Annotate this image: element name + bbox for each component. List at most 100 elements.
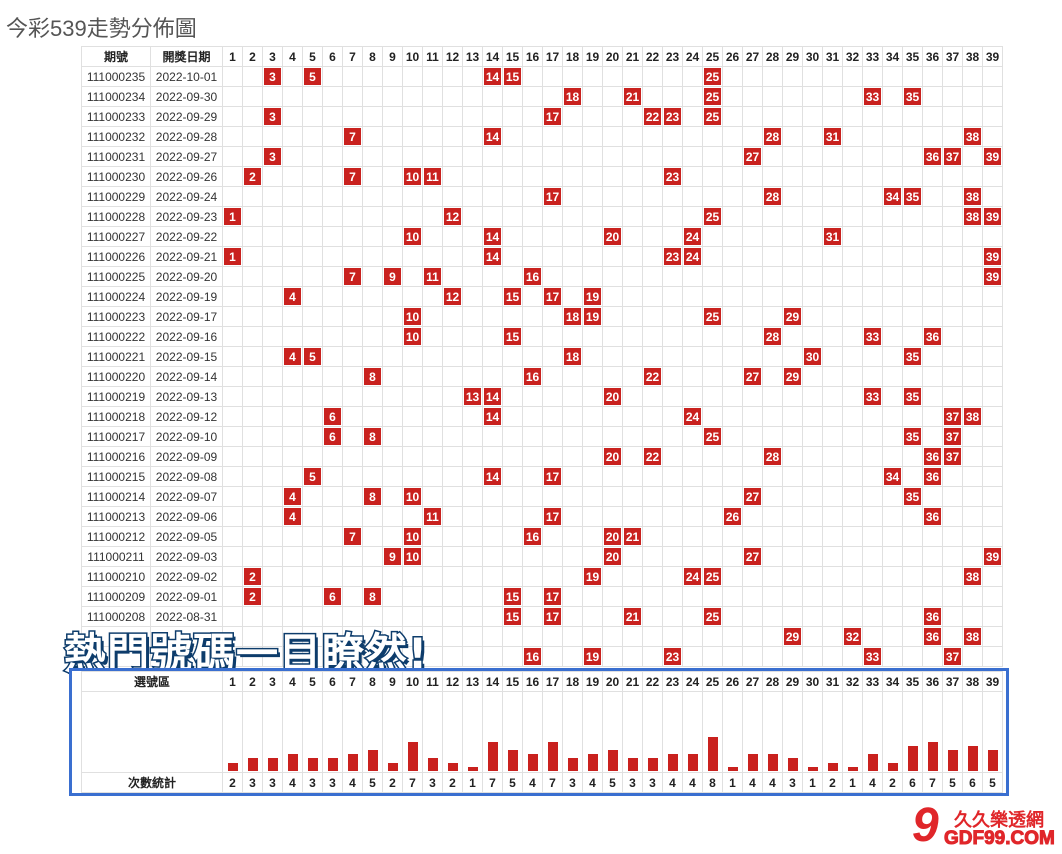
empty-cell bbox=[862, 606, 883, 627]
empty-cell bbox=[402, 86, 423, 107]
empty-cell bbox=[822, 646, 843, 667]
count-value: 2 bbox=[882, 772, 903, 793]
empty-cell bbox=[442, 366, 463, 387]
empty-cell bbox=[742, 226, 763, 247]
empty-cell bbox=[982, 586, 1003, 607]
issue-cell: 111000209 bbox=[81, 586, 151, 607]
empty-cell bbox=[342, 586, 363, 607]
empty-cell bbox=[642, 166, 663, 187]
empty-cell bbox=[982, 366, 1003, 387]
empty-cell bbox=[582, 606, 603, 627]
empty-cell bbox=[262, 566, 283, 587]
drawn-number-cell: 25 bbox=[702, 306, 723, 327]
empty-cell bbox=[402, 586, 423, 607]
empty-cell bbox=[782, 86, 803, 107]
empty-cell bbox=[822, 146, 843, 167]
empty-cell bbox=[642, 186, 663, 207]
empty-cell bbox=[582, 506, 603, 527]
empty-cell bbox=[602, 486, 623, 507]
empty-cell bbox=[742, 126, 763, 147]
empty-cell bbox=[842, 166, 863, 187]
count-bar bbox=[907, 745, 918, 771]
empty-cell bbox=[342, 506, 363, 527]
empty-cell bbox=[382, 126, 403, 147]
drawn-number-cell: 14 bbox=[482, 226, 503, 247]
empty-cell bbox=[822, 546, 843, 567]
drawn-number-cell: 17 bbox=[542, 106, 563, 127]
empty-cell bbox=[482, 166, 503, 187]
empty-cell bbox=[262, 426, 283, 447]
empty-cell bbox=[462, 86, 483, 107]
empty-cell bbox=[502, 146, 523, 167]
empty-cell bbox=[702, 386, 723, 407]
empty-cell bbox=[302, 246, 323, 267]
empty-cell bbox=[702, 226, 723, 247]
empty-cell bbox=[882, 146, 903, 167]
issue-cell: 111000235 bbox=[81, 66, 151, 87]
empty-cell bbox=[542, 566, 563, 587]
drawn-number-cell: 19 bbox=[582, 566, 603, 587]
empty-cell bbox=[882, 526, 903, 547]
empty-cell bbox=[582, 526, 603, 547]
empty-cell bbox=[662, 606, 683, 627]
count-bar bbox=[527, 754, 538, 771]
empty-cell bbox=[682, 106, 703, 127]
empty-cell bbox=[522, 86, 543, 107]
empty-cell bbox=[662, 206, 683, 227]
empty-cell bbox=[702, 406, 723, 427]
empty-cell bbox=[302, 86, 323, 107]
empty-cell bbox=[762, 646, 783, 667]
issue-cell: 111000228 bbox=[81, 206, 151, 227]
empty-cell bbox=[502, 126, 523, 147]
empty-cell bbox=[722, 646, 743, 667]
drawn-number-cell: 8 bbox=[362, 486, 383, 507]
date-cell: 2022-09-02 bbox=[150, 566, 223, 587]
empty-cell bbox=[582, 426, 603, 447]
number-header: 27 bbox=[742, 46, 763, 67]
empty-cell bbox=[462, 606, 483, 627]
empty-cell bbox=[402, 386, 423, 407]
empty-cell bbox=[722, 226, 743, 247]
empty-cell bbox=[422, 306, 443, 327]
empty-cell bbox=[802, 526, 823, 547]
empty-cell bbox=[602, 406, 623, 427]
empty-cell bbox=[782, 546, 803, 567]
empty-cell bbox=[922, 206, 943, 227]
number-header: 6 bbox=[322, 46, 343, 67]
empty-cell bbox=[802, 106, 823, 127]
table-row: 111000215 2022-09-08 5 14 17 34 36 bbox=[81, 466, 1003, 487]
empty-cell bbox=[462, 306, 483, 327]
empty-cell bbox=[742, 626, 763, 647]
stats-number-header: 37 bbox=[942, 671, 963, 692]
bar-cell bbox=[362, 691, 383, 773]
empty-cell bbox=[982, 646, 1003, 667]
empty-cell bbox=[242, 86, 263, 107]
bar-cell bbox=[222, 691, 243, 773]
logo-cn: 久久樂透網 bbox=[954, 810, 1044, 830]
drawn-number-cell: 17 bbox=[542, 286, 563, 307]
empty-cell bbox=[282, 546, 303, 567]
issue-cell: 111000222 bbox=[81, 326, 151, 347]
empty-cell bbox=[762, 606, 783, 627]
issue-header: 期號 bbox=[81, 46, 151, 67]
number-header: 26 bbox=[722, 46, 743, 67]
empty-cell bbox=[842, 186, 863, 207]
empty-cell bbox=[382, 206, 403, 227]
number-header: 10 bbox=[402, 46, 423, 67]
empty-cell bbox=[962, 146, 983, 167]
empty-cell bbox=[782, 646, 803, 667]
empty-cell bbox=[822, 326, 843, 347]
drawn-number-cell: 2 bbox=[242, 566, 263, 587]
empty-cell bbox=[702, 646, 723, 667]
stats-number-header: 3 bbox=[262, 671, 283, 692]
empty-cell bbox=[842, 526, 863, 547]
empty-cell bbox=[722, 606, 743, 627]
empty-cell bbox=[642, 486, 663, 507]
empty-cell bbox=[642, 226, 663, 247]
empty-cell bbox=[682, 326, 703, 347]
empty-cell bbox=[222, 526, 243, 547]
empty-cell bbox=[542, 646, 563, 667]
empty-cell bbox=[862, 66, 883, 87]
empty-cell bbox=[862, 586, 883, 607]
empty-cell bbox=[782, 486, 803, 507]
